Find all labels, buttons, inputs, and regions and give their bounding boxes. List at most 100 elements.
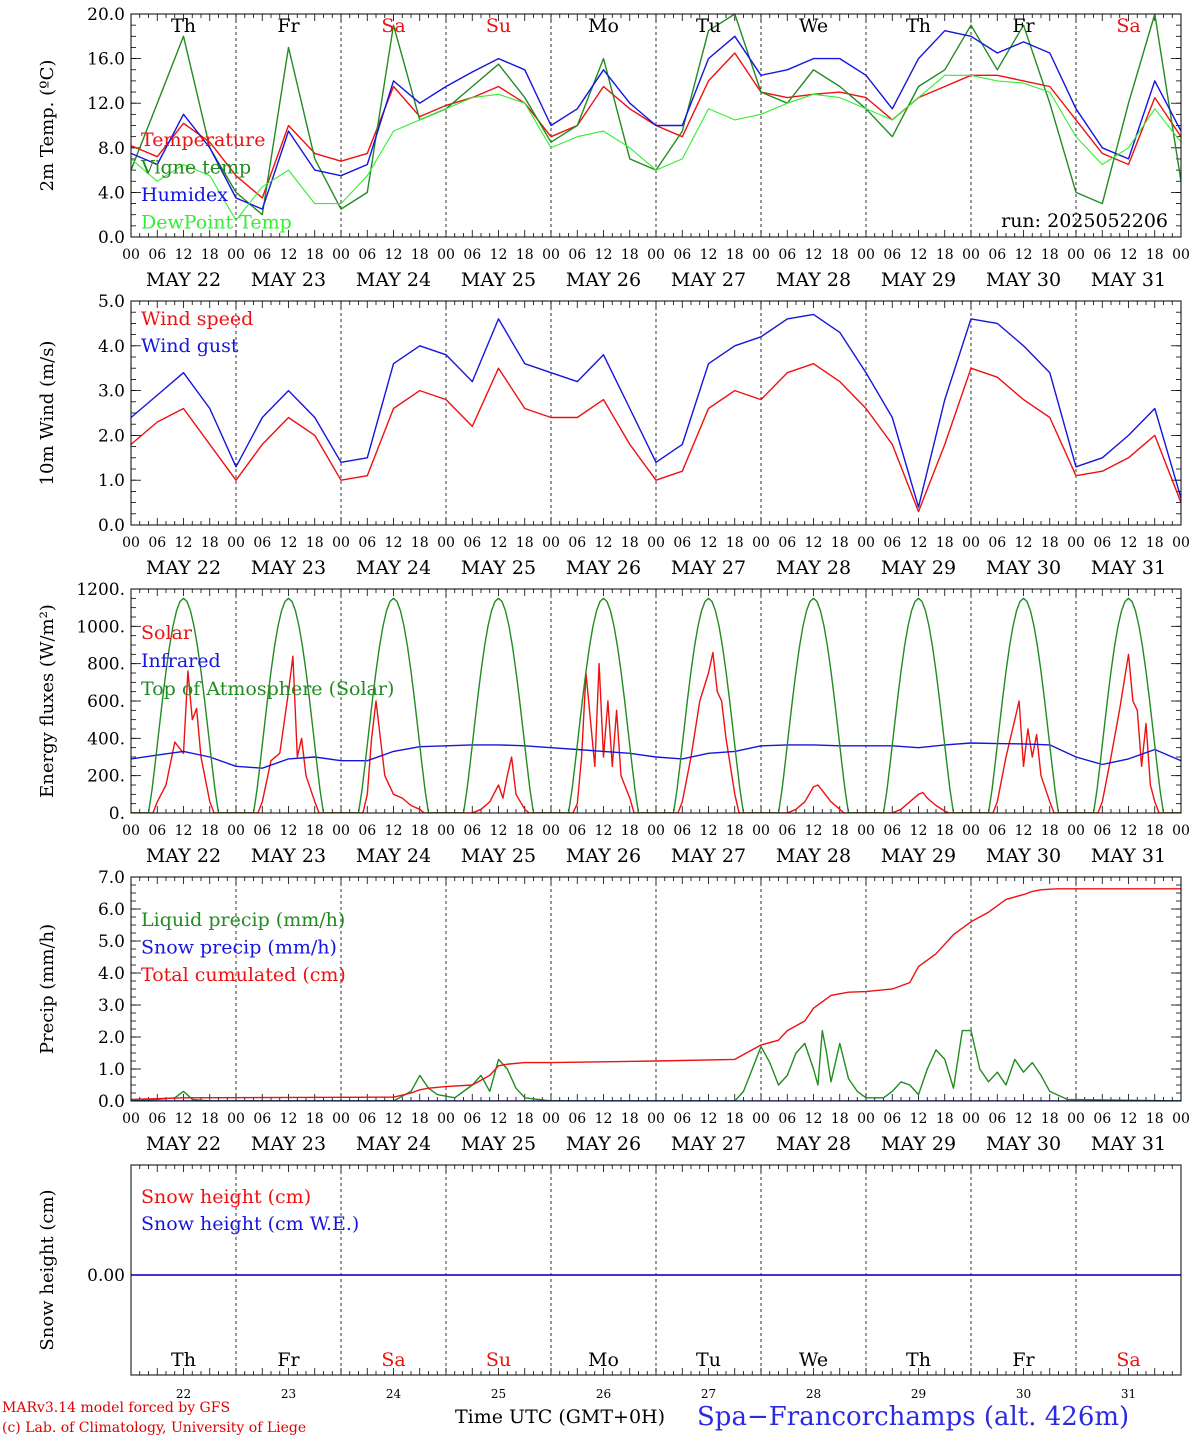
day-number-label: 31: [1121, 1387, 1136, 1401]
y-tick-label: 12.0: [87, 94, 125, 114]
hour-tick-label: 18: [831, 823, 849, 839]
hour-tick-label: 00: [332, 535, 350, 551]
hour-tick-label: 18: [621, 823, 639, 839]
hour-tick-label: 06: [988, 535, 1006, 551]
series-line-wind-gust: [131, 313, 1181, 508]
legend-entry: Wind speed: [141, 308, 253, 330]
series-line-wind-speed: [131, 363, 1181, 513]
hour-tick-label: 12: [1015, 1111, 1033, 1127]
hour-tick-label: 18: [831, 247, 849, 263]
hour-tick-label: 00: [1172, 823, 1190, 839]
day-number-label: 27: [701, 1387, 716, 1401]
hour-tick-label: 00: [227, 1111, 245, 1127]
lab-credit: (c) Lab. of Climatology, University of L…: [2, 1420, 307, 1436]
hour-tick-label: 00: [962, 535, 980, 551]
hour-tick-label: 06: [148, 247, 166, 263]
hour-tick-label: 06: [253, 247, 271, 263]
hour-tick-label: 18: [306, 247, 324, 263]
y-axis-label: Energy fluxes (W/m²): [37, 604, 58, 798]
weekday-label: Th: [171, 15, 196, 37]
hour-tick-label: 06: [358, 1111, 376, 1127]
hour-tick-label: 12: [595, 1111, 613, 1127]
series-line-total-cumulated-cm-: [131, 888, 1181, 1101]
hour-tick-label: 06: [778, 535, 796, 551]
date-label: MAY 28: [776, 845, 851, 867]
panel-frame: [130, 300, 1182, 526]
date-label: MAY 24: [356, 845, 431, 867]
hour-tick-label: 18: [1146, 535, 1164, 551]
hour-tick-label: 18: [516, 1111, 534, 1127]
hour-tick-label: 06: [568, 823, 586, 839]
weekday-label: Th: [906, 1349, 931, 1371]
hour-tick-label: 18: [831, 1111, 849, 1127]
date-label: MAY 23: [251, 845, 326, 867]
date-label: MAY 31: [1091, 557, 1166, 579]
model-credit: MARv3.14 model forced by GFS: [2, 1400, 231, 1416]
hour-tick-label: 00: [332, 247, 350, 263]
hour-tick-label: 12: [175, 823, 193, 839]
hour-tick-label: 00: [647, 823, 665, 839]
date-label: MAY 31: [1091, 269, 1166, 291]
weekday-label: Tu: [696, 1349, 721, 1371]
weekday-label: Tu: [696, 15, 721, 37]
legend-entry: Snow precip (mm/h): [141, 937, 337, 959]
hour-tick-label: 18: [936, 247, 954, 263]
hour-tick-label: 06: [988, 823, 1006, 839]
date-label: MAY 23: [251, 1133, 326, 1155]
day-number-label: 26: [596, 1387, 611, 1401]
hour-tick-label: 12: [910, 823, 928, 839]
date-label: MAY 22: [146, 1133, 221, 1155]
series-group: [131, 597, 1181, 813]
hour-tick-label: 12: [385, 1111, 403, 1127]
day-number-label: 30: [1016, 1387, 1031, 1401]
y-axis-label: 2m Temp. (ºC): [37, 60, 58, 192]
hour-tick-label: 18: [621, 535, 639, 551]
legend-entry: Snow height (cm): [141, 1186, 311, 1208]
hour-tick-label: 00: [752, 247, 770, 263]
date-label: MAY 25: [461, 845, 536, 867]
hour-tick-label: 12: [700, 247, 718, 263]
date-label: MAY 24: [356, 1133, 431, 1155]
date-label: MAY 25: [461, 557, 536, 579]
date-label: MAY 22: [146, 557, 221, 579]
hour-tick-label: 00: [227, 823, 245, 839]
weekday-label: We: [799, 1349, 828, 1371]
hour-tick-label: 12: [490, 535, 508, 551]
panel-frame: [130, 588, 1182, 814]
hour-tick-label: 06: [778, 823, 796, 839]
date-label: MAY 25: [461, 269, 536, 291]
weekday-label: Sa: [1116, 1349, 1140, 1371]
hour-tick-label: 00: [962, 1111, 980, 1127]
hour-tick-label: 00: [962, 247, 980, 263]
day-number-label: 29: [911, 1387, 926, 1401]
weekday-label: Su: [486, 1349, 511, 1371]
hour-tick-label: 00: [437, 823, 455, 839]
hour-tick-label: 06: [1093, 535, 1111, 551]
hour-tick-label: 12: [595, 823, 613, 839]
y-tick-label: 400.: [87, 729, 125, 749]
y-tick-label: 4.0: [98, 183, 125, 203]
date-label: MAY 24: [356, 557, 431, 579]
hour-tick-label: 18: [411, 823, 429, 839]
hour-tick-label: 00: [752, 823, 770, 839]
date-label: MAY 22: [146, 269, 221, 291]
weekday-label: Sa: [381, 15, 405, 37]
y-tick-label: 5.0: [98, 932, 125, 952]
date-label: MAY 23: [251, 557, 326, 579]
hour-tick-label: 18: [201, 247, 219, 263]
panel-frame: [130, 13, 1182, 238]
hour-tick-label: 18: [1146, 247, 1164, 263]
hour-tick-label: 06: [463, 823, 481, 839]
hour-tick-label: 00: [227, 535, 245, 551]
y-tick-label: 600.: [87, 692, 125, 712]
y-axis-label: Snow height (cm): [37, 1189, 58, 1350]
date-label: MAY 29: [881, 1133, 956, 1155]
station-name: Spa−Francorchamps (alt. 426m): [697, 1402, 1130, 1432]
date-label: MAY 28: [776, 1133, 851, 1155]
hour-tick-label: 18: [306, 823, 324, 839]
hour-tick-label: 06: [883, 247, 901, 263]
hour-tick-label: 18: [831, 535, 849, 551]
hour-tick-label: 00: [1172, 247, 1190, 263]
hour-tick-label: 18: [936, 1111, 954, 1127]
y-tick-label: 1000.: [76, 617, 125, 637]
